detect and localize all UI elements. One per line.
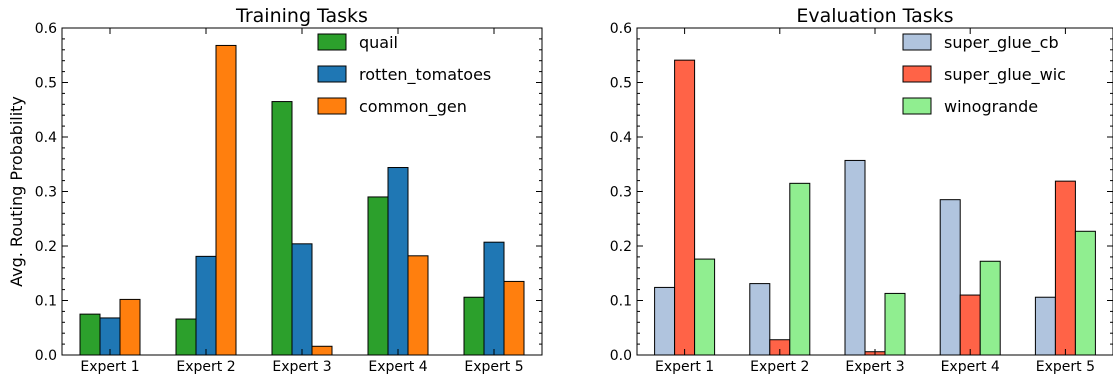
y-tick-label: 0.6 [35,21,57,37]
bar-winogrande-1 [694,258,716,356]
x-tick-label: Expert 3 [845,359,904,375]
y-tick-label: 0.1 [610,294,632,310]
bar-common_gen-4 [407,255,429,356]
legend-swatch-rotten_tomatoes [317,65,347,83]
bar-rotten_tomatoes-2 [195,255,217,356]
legend-swatch-common_gen [317,97,347,115]
legend-swatch-winogrande [902,97,932,115]
bar-super_glue_wic-5 [1054,180,1076,356]
bar-winogrande-4 [979,260,1001,356]
legend-label-quail: quail [359,33,398,52]
bar-winogrande-3 [884,292,906,356]
legend-label-winogrande: winogrande [944,97,1038,116]
legend-swatch-quail [317,33,347,51]
y-tick-label: 0.5 [35,76,57,92]
legend-swatch-super_glue_wic [902,65,932,83]
y-tick-label: 0.2 [35,239,57,255]
bar-rotten_tomatoes-3 [291,243,313,356]
y-tick-label: 0.1 [35,294,57,310]
y-tick-label: 0.6 [610,21,632,37]
bar-common_gen-2 [215,44,237,356]
y-tick-label: 0.0 [35,348,57,364]
x-tick-label: Expert 4 [941,359,1000,375]
x-tick-label: Expert 1 [655,359,714,375]
bar-quail-3 [271,101,293,356]
bar-quail-5 [463,296,485,356]
y-tick-label: 0.0 [610,348,632,364]
x-tick-label: Expert 3 [272,359,331,375]
bar-quail-4 [367,196,389,356]
x-tick-label: Expert 1 [80,359,139,375]
legend-swatch-super_glue_cb [902,33,932,51]
bar-super_glue_cb-5 [1034,296,1056,356]
bar-super_glue_cb-4 [939,199,961,356]
y-tick-label: 0.3 [610,185,632,201]
chart-title: Evaluation Tasks [796,5,953,27]
x-tick-label: Expert 4 [368,359,427,375]
plot-frame [636,27,1113,356]
bar-super_glue_wic-1 [674,59,696,356]
bar-quail-2 [175,318,197,356]
y-tick-label: 0.5 [610,76,632,92]
plot-frame [61,27,543,356]
x-tick-label: Expert 2 [176,359,235,375]
y-tick-label: 0.2 [610,239,632,255]
bar-winogrande-2 [789,182,811,356]
bar-common_gen-1 [119,298,141,356]
chart-title: Training Tasks [235,5,368,27]
x-tick-label: Expert 5 [464,359,523,375]
legend-label-common_gen: common_gen [359,97,467,117]
bar-super_glue_cb-3 [844,159,866,356]
bar-rotten_tomatoes-4 [387,167,409,356]
bar-super_glue_wic-4 [959,294,981,356]
bar-rotten_tomatoes-5 [483,241,505,356]
bar-winogrande-5 [1074,230,1096,356]
y-tick-label: 0.4 [35,130,57,146]
x-tick-label: Expert 5 [1036,359,1095,375]
x-tick-label: Expert 2 [750,359,809,375]
legend-label-rotten_tomatoes: rotten_tomatoes [359,65,491,85]
y-tick-label: 0.3 [35,185,57,201]
legend-label-super_glue_wic: super_glue_wic [944,65,1066,85]
legend-label-super_glue_cb: super_glue_cb [944,33,1059,53]
bar-super_glue_cb-1 [654,286,676,356]
bar-common_gen-5 [503,280,525,356]
bar-common_gen-3 [311,345,333,356]
bar-quail-1 [79,313,101,356]
y-tick-label: 0.4 [610,130,632,146]
y-axis-label: Avg. Routing Probability [7,96,26,287]
bar-super_glue_cb-2 [749,283,771,356]
